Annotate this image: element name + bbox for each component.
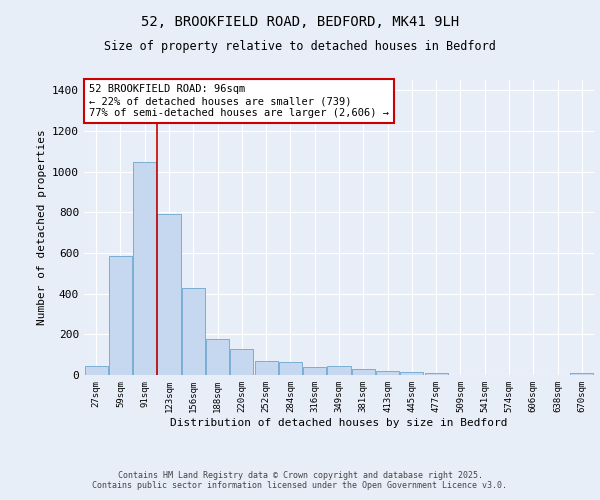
Y-axis label: Number of detached properties: Number of detached properties (37, 130, 47, 326)
Bar (206, 339, 229, 375)
Bar (279, 362, 302, 375)
Bar (254, 361, 278, 375)
Bar (303, 368, 326, 375)
Bar (230, 349, 253, 375)
Bar (376, 370, 399, 375)
Bar (109, 256, 132, 375)
Text: 52 BROOKFIELD ROAD: 96sqm
← 22% of detached houses are smaller (739)
77% of semi: 52 BROOKFIELD ROAD: 96sqm ← 22% of detac… (89, 84, 389, 117)
X-axis label: Distribution of detached houses by size in Bedford: Distribution of detached houses by size … (170, 418, 508, 428)
Bar (85, 366, 107, 375)
Bar (133, 162, 156, 375)
Bar (400, 372, 424, 375)
Bar (425, 373, 448, 375)
Text: 52, BROOKFIELD ROAD, BEDFORD, MK41 9LH: 52, BROOKFIELD ROAD, BEDFORD, MK41 9LH (141, 15, 459, 29)
Text: Contains HM Land Registry data © Crown copyright and database right 2025.
Contai: Contains HM Land Registry data © Crown c… (92, 470, 508, 490)
Text: Size of property relative to detached houses in Bedford: Size of property relative to detached ho… (104, 40, 496, 53)
Bar (182, 288, 205, 375)
Bar (328, 366, 350, 375)
Bar (571, 373, 593, 375)
Bar (157, 214, 181, 375)
Bar (352, 370, 375, 375)
